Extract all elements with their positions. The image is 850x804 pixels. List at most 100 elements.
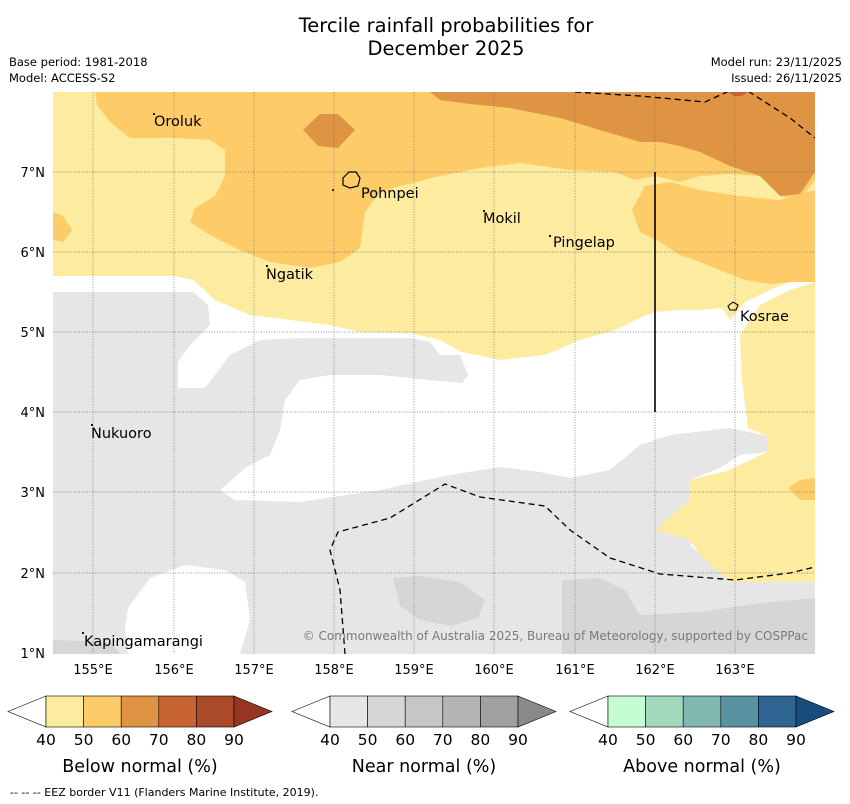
lon-tick-156e: 156°E [154,663,194,678]
below-normal-70-spot [728,92,748,96]
title-line-1: Tercile rainfall probabilities for [298,14,594,37]
below-normal-50-region-west [53,212,72,242]
model-info: Base period: 1981-2018 Model: ACCESS-S2 [9,54,148,86]
colorbar-near-swatch [404,695,444,728]
colorbar-near-over-triangle [517,695,557,728]
lon-tick-161e: 161°E [555,663,595,678]
lat-tick-4n: 4°N [21,406,46,421]
map-title: Tercile rainfall probabilities for Decem… [0,14,850,60]
lon-tick-163e: 163°E [715,663,755,678]
colorbar-below-over-triangle [233,695,273,728]
kosrae-island-outline [727,301,739,311]
place-label-pohnpei: Pohnpei [361,186,419,202]
place-label-mokil: Mokil [483,211,521,227]
near-normal-40-region [53,292,815,654]
issued-label: Issued: 26/11/2025 [731,71,842,85]
pingelap-atoll-marker [548,234,552,238]
colorbar-above-swatch [607,695,646,728]
nukuoro-atoll-marker [90,423,94,427]
white-gap-south [125,565,250,654]
colorbar-below-swatch [45,695,84,728]
colorbar-near-normal: 40 50 60 70 80 90 Near normal (%) [291,695,557,777]
colorbar-below-level: 60 [111,731,131,749]
colorbar-above-under-triangle [569,695,609,728]
lat-tick-1n: 1°N [21,647,46,662]
colorbar-above-over-triangle [795,695,835,728]
colorbar-above-swatch [645,695,684,728]
colorbar-near-level: 90 [508,731,528,749]
place-label-ngatik: Ngatik [266,267,314,283]
oroluk-atoll-marker [152,112,156,116]
colorbar-near-under-triangle [291,695,331,728]
colorbar-near-level: 80 [471,731,491,749]
near-normal-50-region-southwest [53,640,120,654]
colorbar-below-level: 40 [36,731,56,749]
colorbar-below-swatch [83,695,122,728]
lon-tick-158e: 158°E [314,663,354,678]
lon-tick-160e: 160°E [474,663,514,678]
colorbar-below-swatch [120,695,160,728]
model-label: Model: ACCESS-S2 [9,71,116,85]
below-normal-50-region-southeast [788,478,815,500]
lon-tick-155e: 155°E [73,663,113,678]
colorbar-below-swatch [196,695,235,728]
colorbar-near-swatch [442,695,481,728]
colorbar-above-level: 80 [749,731,769,749]
near-normal-50-region-east [562,578,815,654]
colorbar-above-level: 60 [673,731,693,749]
copyright-notice: © Commonwealth of Australia 2025, Bureau… [303,629,808,643]
lat-tick-7n: 7°N [21,166,46,181]
lon-tick-162e: 162°E [635,663,675,678]
longitude-ticks: 155°E 156°E 157°E 158°E 159°E 160°E 161°… [73,663,755,678]
colorbar-above-swatch [720,695,759,728]
eez-border-legend: -- -- -- EEZ border V11 (Flanders Marine… [10,786,319,799]
title-line-2: December 2025 [367,37,525,60]
pohnpei-island-outline [342,171,361,189]
kapingamarangi-atoll-marker [81,631,85,635]
place-label-kapingamarangi: Kapingamarangi [84,634,203,650]
colorbar-near-level: 50 [358,731,378,749]
place-label-oroluk: Oroluk [154,114,202,130]
lat-tick-3n: 3°N [21,486,46,501]
colorbar-near-swatch [367,695,406,728]
colorbar-near-level: 60 [395,731,415,749]
colorbar-above-swatch [682,695,722,728]
place-label-nukuoro: Nukuoro [91,426,152,442]
colorbar-near-swatch [329,695,368,728]
colorbar-near-level: 40 [320,731,340,749]
place-label-kosrae: Kosrae [740,309,789,325]
model-run-label: Model run: 23/11/2025 [710,55,842,69]
mokil-atoll-marker [482,209,486,213]
below-normal-40-region-east [655,282,815,582]
colorbar-above-swatch [758,695,797,728]
colorbar-above-level: 70 [711,731,731,749]
run-info: Model run: 23/11/2025 Issued: 26/11/2025 [711,54,842,86]
eez-border [329,92,815,654]
base-period-label: Base period: 1981-2018 [9,55,148,69]
colorbar-below-under-triangle [7,695,47,728]
colorbar-below-level: 50 [74,731,94,749]
colorbar-near-swatch [480,695,519,728]
colorbar-below-level: 70 [149,731,169,749]
colorbar-below-title: Below normal (%) [62,757,217,777]
colorbar-near-level: 70 [433,731,453,749]
colorbar-above-level: 40 [598,731,618,749]
ngatik-atoll-marker [265,264,269,268]
near-normal-50-region [393,576,485,626]
colorbar-above-level: 50 [636,731,656,749]
colorbar-above-title: Above normal (%) [623,757,781,777]
ant-atoll-marker [332,189,334,191]
colorbar-below-swatch [158,695,197,728]
colorbar-below-normal: 40 50 60 70 80 90 Below normal (%) [7,695,273,777]
colorbar-near-title: Near normal (%) [352,757,497,777]
lat-tick-6n: 6°N [21,246,46,261]
colorbar-below-level: 80 [187,731,207,749]
lon-tick-157e: 157°E [234,663,274,678]
colorbar-above-level: 90 [786,731,806,749]
colorbar-above-normal: 40 50 60 70 80 90 Above normal (%) [569,695,835,777]
latitude-ticks: 7°N 6°N 5°N 4°N 3°N 2°N 1°N [21,166,46,662]
lon-tick-159e: 159°E [394,663,434,678]
lat-tick-2n: 2°N [21,567,46,582]
below-normal-60-region [430,92,815,196]
